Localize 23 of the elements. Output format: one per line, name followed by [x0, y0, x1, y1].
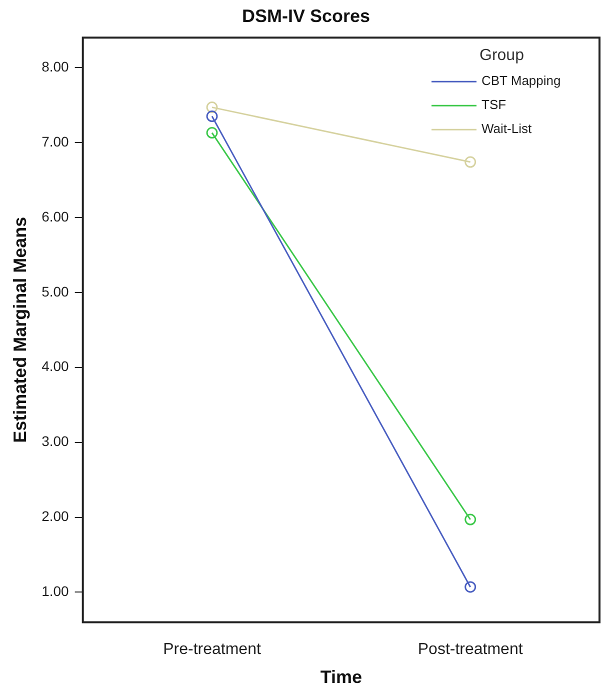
- point: [206, 102, 218, 114]
- x-axis-title: Time: [320, 667, 362, 688]
- point: [464, 156, 476, 168]
- point: [206, 110, 218, 122]
- legend-label: Wait-List: [482, 121, 532, 136]
- point: [464, 514, 476, 526]
- y-tick-label: 1.00: [42, 583, 70, 600]
- y-tick-label: 8.00: [42, 58, 70, 74]
- y-axis-title: Estimated Marginal Means: [10, 216, 30, 443]
- y-tick-label: 7.00: [42, 133, 70, 150]
- point: [464, 581, 476, 593]
- point: [206, 127, 218, 139]
- y-tick-label: 5.00: [42, 283, 70, 300]
- x-tick-label: Post-treatment: [418, 641, 524, 658]
- x-tick-label: Pre-treatment: [163, 641, 262, 658]
- legend-label: CBT Mapping: [482, 73, 561, 88]
- y-tick-label: 3.00: [42, 433, 70, 450]
- chart-title: DSM-IV Scores: [242, 6, 370, 26]
- legend-label: TSF: [482, 97, 506, 112]
- y-tick-label: 2.00: [42, 508, 70, 524]
- y-tick-label: 4.00: [42, 358, 70, 374]
- y-tick-label: 6.00: [42, 208, 70, 224]
- legend-title: Group: [480, 47, 524, 64]
